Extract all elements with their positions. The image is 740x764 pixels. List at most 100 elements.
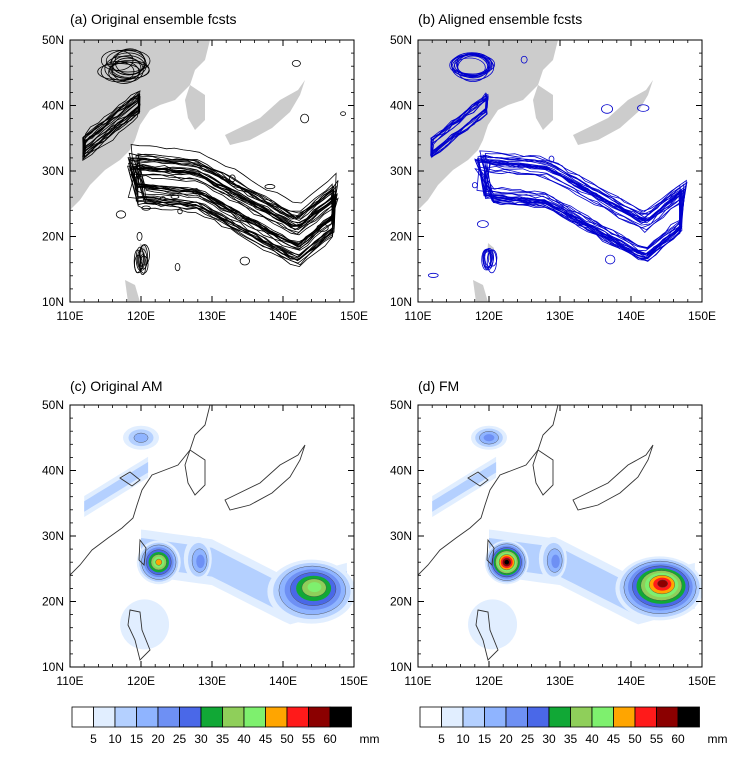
map-area [70, 40, 346, 302]
colorbar-swatch [548, 706, 571, 728]
colorbar-swatch [71, 706, 94, 728]
precip-contour [623, 560, 697, 614]
ensemble-contour-small [264, 184, 276, 190]
japan-island [225, 80, 305, 145]
colorbar-swatch [677, 706, 700, 728]
ensemble-contour-small [115, 210, 127, 219]
ensemble-contour-small [159, 196, 166, 201]
ensemble-contour-small [520, 55, 528, 64]
colorbar-tick-label: 50 [628, 732, 642, 746]
precip-band [84, 462, 149, 512]
colorbar-right: 5 10 15 20 25 30 35 40 45 50 55 60 mm [419, 706, 728, 746]
ensemble-contour [474, 168, 681, 252]
ensemble-contour [114, 48, 146, 75]
colorbar-tick-label: 35 [564, 732, 578, 746]
ensemble-contour [111, 50, 147, 76]
axis-ticks: 110E 120E 130E 140E 150E 10N 20N 30N 40N 50N [42, 398, 368, 688]
y-tick-label: 40N [390, 99, 412, 113]
precip-level-15 [133, 433, 149, 443]
ensemble-contour-small [601, 104, 614, 114]
korea-island [533, 85, 553, 130]
precip-contour [648, 575, 675, 595]
precip-contour [488, 543, 526, 581]
panel-original-ensemble: (a) Original ensemble fcsts 110E 120E 130E… [42, 11, 368, 323]
colorbar-tick-label: 10 [456, 732, 470, 746]
precip-contour [278, 565, 346, 615]
y-tick-label: 40N [42, 99, 64, 113]
precip-level-55 [657, 579, 668, 588]
coastline [418, 405, 654, 661]
precip-fill [84, 425, 354, 650]
precip-contour [546, 548, 563, 573]
colorbar-swatch [419, 706, 442, 728]
colorbar-tick-label: 60 [671, 732, 685, 746]
coastline [70, 405, 306, 661]
colorbar-swatch [656, 706, 679, 728]
ensemble-contour [128, 159, 335, 248]
precip-blob [468, 599, 518, 650]
colorbar-tick-label: 55 [650, 732, 664, 746]
precip-contour [479, 431, 499, 445]
plot-frame [69, 404, 355, 668]
ensemble-contour-small [316, 223, 329, 232]
colorbar-swatch [462, 706, 485, 728]
ensemble-contour-small [428, 272, 439, 278]
colorbar-unit: mm [708, 732, 728, 746]
axis-ticks: 110E 120E 130E 140E 150E 10N 20N 30N 40N 50N [42, 33, 368, 323]
colorbar-swatch [308, 706, 331, 728]
colorbar-tick-label: 15 [130, 732, 144, 746]
contour-lines [428, 52, 688, 278]
map-area [418, 40, 688, 302]
axis-ticks: 110E 120E 130E 140E 150E 10N 20N 30N 40N 50N [390, 398, 716, 688]
precip-contour [491, 547, 522, 578]
panel-original-am: (c) Original AM 110E 120E 130E 140E 150E 10N 2… [42, 378, 368, 688]
y-tick-label: 50N [42, 398, 64, 412]
ensemble-contour [457, 55, 489, 82]
x-tick-label: 110E [56, 309, 83, 323]
colorbar-swatch [634, 706, 657, 728]
precip-fill [432, 425, 702, 650]
ensemble-contour [82, 90, 141, 149]
contour-lines [82, 48, 346, 276]
philippines-island [125, 280, 140, 302]
x-tick-label: 110E [404, 309, 431, 323]
x-tick-label: 110E [404, 674, 431, 688]
precip-contour [141, 544, 177, 580]
y-tick-label: 20N [390, 595, 412, 609]
precip-contour [502, 557, 512, 567]
ensemble-contour [477, 155, 681, 257]
colorbar-swatch [136, 706, 159, 728]
colorbar-swatch [179, 706, 202, 728]
colorbar-tick-label: 55 [302, 732, 316, 746]
ensemble-contour [139, 254, 147, 276]
colorbar-tick-label: 40 [237, 732, 251, 746]
japan-island [573, 80, 653, 145]
colorbar-swatch [265, 706, 288, 728]
colorbar-swatch [157, 706, 180, 728]
ensemble-contour [104, 55, 142, 81]
x-tick-label: 150E [340, 309, 368, 323]
precip-level-20 [196, 554, 205, 569]
precip-level-60 [504, 559, 510, 565]
ensemble-contour [83, 93, 141, 152]
map-area [70, 405, 354, 661]
precip-contour [632, 565, 690, 608]
ensemble-contour [476, 161, 686, 249]
x-tick-label: 150E [340, 674, 368, 688]
y-tick-label: 10N [42, 660, 64, 674]
ensemble-contour [487, 249, 498, 267]
ensemble-contour-small [471, 182, 478, 189]
colorbar-swatch [222, 706, 245, 728]
precip-contour [150, 554, 167, 571]
y-tick-label: 10N [42, 295, 64, 309]
panel-title: (a) Original ensemble fcsts [70, 11, 237, 27]
x-tick-label: 120E [475, 674, 503, 688]
colorbar-tick-label: 20 [151, 732, 165, 746]
ensemble-contour-small [136, 231, 143, 241]
y-tick-label: 40N [390, 464, 412, 478]
colorbar-tick-label: 5 [438, 732, 445, 746]
ensemble-contour [130, 173, 335, 243]
y-tick-label: 10N [390, 295, 412, 309]
ensemble-contour [97, 63, 141, 81]
precip-level-45 [155, 559, 162, 566]
